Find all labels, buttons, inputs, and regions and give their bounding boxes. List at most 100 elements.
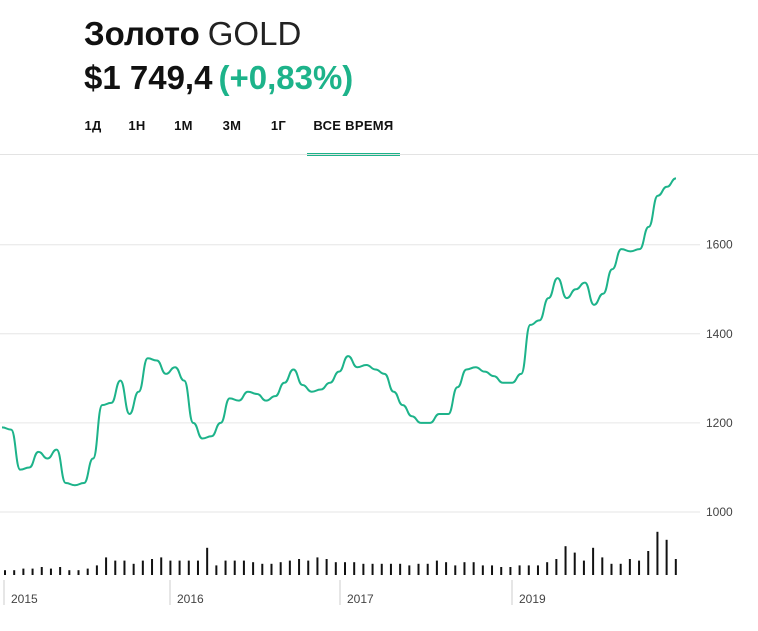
volume-bar [509,567,512,575]
tab-1y[interactable]: 1Г [270,118,287,133]
x-tick-label: 2019 [519,592,546,606]
price-value: $1 749,4 [84,59,213,96]
volume-bar [233,560,236,575]
volume-bar [279,562,282,575]
volume-bar [573,552,576,575]
volume-bar [86,568,89,575]
volume-bar [674,559,677,575]
volume-bar [4,570,6,575]
volume-bar [31,568,34,575]
volume-bar [417,563,420,575]
volume-bar [481,565,484,575]
x-tick-label: 2016 [177,592,204,606]
volume-bar [68,570,71,575]
price-change: (+0,83%) [218,59,354,96]
volume-bar [435,560,438,575]
volume-bar [77,570,80,575]
volume-bar [151,559,154,575]
volume-bar [141,560,144,575]
x-tick-label: 2017 [347,592,374,606]
volume-bar [242,560,245,575]
volume-bar [518,565,521,575]
volume-bar [582,560,585,575]
y-tick-label: 1000 [706,505,733,519]
x-axis: 2015 2016 2017 2019 [3,580,546,606]
volume-bar [160,557,163,575]
volume-bar [491,565,494,575]
volume-bar [601,557,604,575]
instrument-name: Золото [84,15,200,52]
tab-1w[interactable]: 1Н [128,118,146,133]
volume-bar [187,560,190,575]
volume-bar [445,562,448,575]
volume-bar [536,565,539,575]
volume-bar [224,560,227,575]
volume-bar [592,547,595,575]
x-tick-label: 2015 [11,592,38,606]
volume-bar [371,563,374,575]
volume-bar [196,560,199,575]
volume-bar [638,560,641,575]
tab-1d[interactable]: 1Д [84,118,102,133]
volume-bar [288,560,291,575]
volume-bar [628,559,631,575]
instrument-title: Золото GOLD [84,14,353,54]
volume-bar [307,560,310,575]
volume-bar [389,563,392,575]
y-tick-label: 1600 [706,238,733,252]
volume-bars [4,531,677,575]
volume-bar [13,570,16,575]
volume-bar [500,567,503,575]
volume-bar [619,563,622,575]
volume-bar [178,560,181,575]
header: Золото GOLD $1 749,4 (+0,83%) [84,14,353,98]
volume-bar [49,568,52,575]
volume-bar [169,560,172,575]
volume-bar [40,567,43,575]
tab-3m[interactable]: 3М [222,118,242,133]
price-chart: 1000 1200 1400 1600 2015 2016 2017 2019 [0,177,733,606]
period-tabs: 1Д 1Н 1М 3М 1Г ВСЕ ВРЕМЯ [0,115,758,156]
volume-bar [647,551,650,575]
volume-bar [426,563,429,575]
tab-all-time[interactable]: ВСЕ ВРЕМЯ [307,115,400,156]
price-row: $1 749,4 (+0,83%) [84,58,353,98]
volume-bar [252,562,255,575]
volume-bar [215,565,218,575]
volume-bar [472,562,475,575]
volume-bar [270,563,273,575]
tabs-divider [0,154,758,155]
y-tick-label: 1400 [706,327,733,341]
tab-1m[interactable]: 1М [174,118,193,133]
volume-bar [132,563,135,575]
volume-bar [564,546,567,575]
volume-bar [325,559,328,575]
instrument-ticker: GOLD [207,15,302,52]
volume-bar [527,565,530,575]
volume-bar [555,559,558,575]
volume-bar [206,547,209,575]
volume-bar [114,560,117,575]
volume-bar [546,562,549,575]
volume-bar [353,562,356,575]
volume-bar [380,563,383,575]
volume-bar [610,563,613,575]
volume-bar [665,539,668,575]
volume-bar [362,563,365,575]
grid-layer [0,244,700,513]
volume-bar [344,562,346,575]
volume-bar [316,557,319,575]
volume-bar [408,565,411,575]
volume-bar [298,559,301,575]
volume-bar [95,565,98,575]
y-axis: 1000 1200 1400 1600 [706,238,733,519]
volume-bar [334,562,337,575]
volume-bar [463,562,466,575]
volume-bar [105,557,108,575]
volume-bar [454,565,457,575]
volume-bar [59,567,62,575]
volume-bar [261,563,264,575]
volume-bar [123,560,126,575]
price-line [1,177,677,487]
volume-bar [22,568,25,575]
